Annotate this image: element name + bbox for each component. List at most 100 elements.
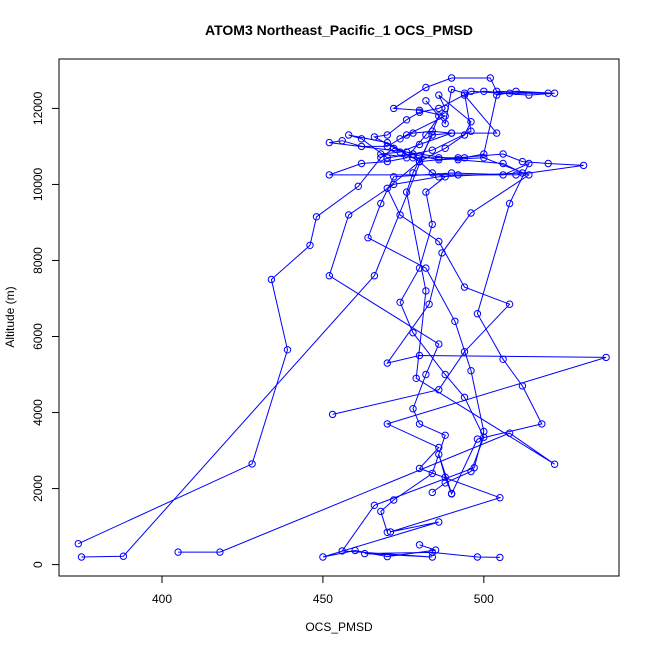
- data-point: [525, 159, 533, 168]
- x-tick-label: 400: [152, 592, 172, 606]
- data-point: [415, 541, 424, 549]
- data-point: [390, 180, 398, 189]
- data-point: [512, 171, 520, 179]
- data-point: [345, 211, 353, 219]
- data-point: [460, 283, 469, 291]
- data-point: [480, 87, 488, 96]
- data-point: [480, 150, 488, 158]
- data-point: [505, 300, 514, 308]
- y-tick-label: 4000: [31, 399, 45, 426]
- y-axis: 0 2000 4000 6000 8000 10000 12000: [31, 91, 60, 568]
- data-point: [441, 144, 449, 153]
- data-point: [550, 460, 559, 468]
- data-point: [409, 129, 417, 137]
- data-point: [431, 546, 440, 554]
- data-point: [422, 188, 430, 196]
- data-point: [283, 346, 292, 354]
- data-point: [383, 359, 391, 367]
- series-5: [370, 87, 559, 497]
- data-point: [319, 553, 327, 561]
- series-1: [77, 85, 588, 562]
- data-point: [325, 171, 333, 179]
- data-point: [493, 87, 501, 96]
- data-point: [357, 135, 366, 143]
- data-point: [383, 528, 391, 536]
- data-point: [505, 429, 514, 437]
- data-point: [435, 91, 443, 99]
- data-point: [415, 140, 424, 149]
- data-point: [267, 275, 276, 284]
- series-line: [329, 94, 543, 496]
- data-point: [422, 287, 430, 295]
- data-point: [499, 159, 507, 168]
- data-point: [473, 435, 482, 443]
- data-point: [415, 108, 424, 116]
- data-point: [518, 157, 527, 166]
- data-point: [473, 553, 482, 561]
- data-point: [496, 494, 504, 502]
- data-point: [480, 433, 488, 441]
- data-point: [435, 104, 443, 113]
- data-point: [409, 329, 417, 337]
- data-point: [579, 161, 588, 170]
- data-point: [370, 133, 379, 141]
- data-point: [435, 386, 443, 394]
- data-point: [518, 382, 527, 390]
- chart-title: ATOM3 Northeast_Pacific_1 OCS_PMSD: [205, 22, 473, 38]
- data-point: [435, 443, 443, 452]
- data-point: [338, 137, 346, 145]
- y-tick-label: 10000: [31, 167, 45, 201]
- data-point: [415, 106, 424, 115]
- data-point: [447, 489, 456, 498]
- data-point: [435, 237, 443, 246]
- data-point: [383, 552, 391, 561]
- data-point: [377, 199, 385, 208]
- data-point: [447, 129, 456, 137]
- data-point: [473, 310, 482, 318]
- data-point: [409, 169, 417, 177]
- data-point: [422, 83, 430, 92]
- data-point: [428, 469, 436, 478]
- data-point: [422, 370, 430, 379]
- data-point: [383, 420, 391, 428]
- data-point: [447, 74, 456, 82]
- data-point: [499, 150, 507, 158]
- data-point: [460, 154, 469, 162]
- data-point: [390, 496, 398, 504]
- data-point: [460, 91, 469, 99]
- data-point: [425, 300, 433, 308]
- series-line: [178, 77, 555, 553]
- data-point: [454, 171, 462, 179]
- data-point: [409, 405, 417, 413]
- x-tick-label: 500: [474, 592, 494, 606]
- data-point: [174, 548, 182, 556]
- data-point: [377, 507, 385, 516]
- x-tick-label: 450: [313, 592, 333, 606]
- data-point: [467, 367, 475, 375]
- data-point: [525, 171, 533, 179]
- data-point: [493, 129, 501, 137]
- series-3: [174, 74, 559, 556]
- data-point: [467, 127, 475, 135]
- data-point: [306, 241, 314, 250]
- data-point: [441, 370, 449, 379]
- data-point: [428, 169, 436, 177]
- data-point: [441, 479, 449, 487]
- series-line: [78, 147, 607, 558]
- plot-area: [74, 74, 610, 562]
- y-tick-label: 12000: [31, 91, 45, 125]
- data-point: [383, 157, 391, 166]
- data-point: [409, 154, 417, 162]
- data-point: [467, 467, 475, 476]
- data-point: [396, 298, 404, 306]
- data-point: [351, 546, 359, 555]
- data-point: [357, 159, 366, 168]
- y-tick-label: 6000: [31, 323, 45, 350]
- series-line: [81, 88, 584, 558]
- data-point: [328, 410, 337, 419]
- data-point: [441, 473, 449, 481]
- data-point: [460, 131, 469, 139]
- data-point: [435, 450, 443, 459]
- data-point: [354, 182, 362, 191]
